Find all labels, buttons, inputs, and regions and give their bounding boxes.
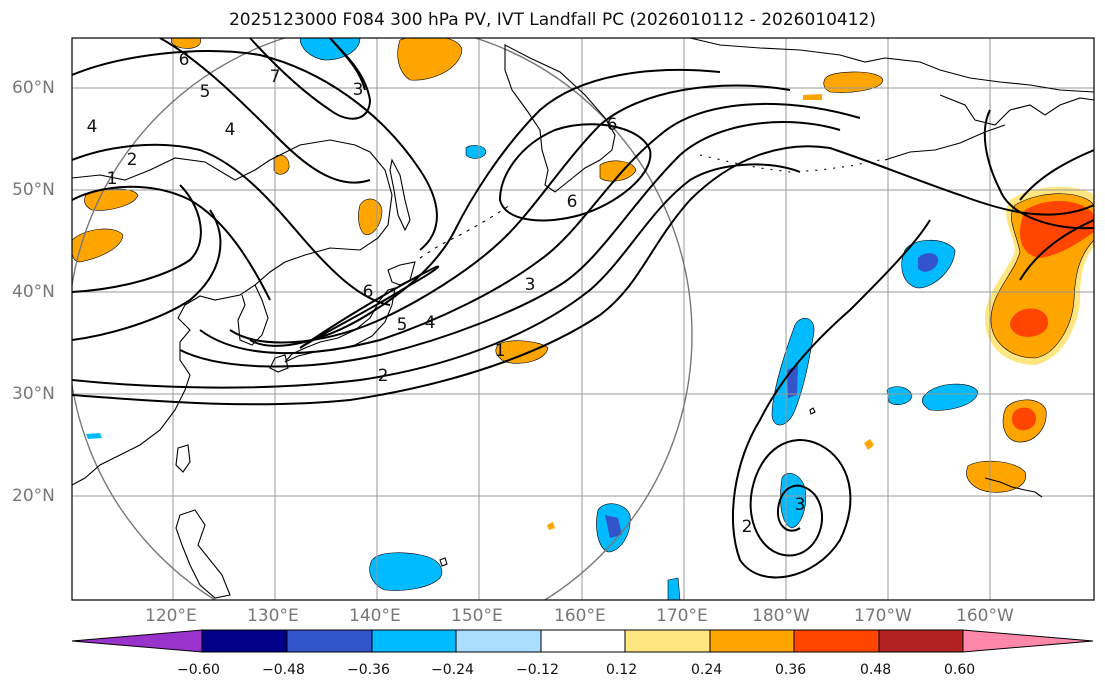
contour-label: 1: [495, 341, 506, 361]
contour-label: 2: [127, 150, 138, 170]
contour-label: 3: [353, 80, 364, 100]
colorbar-bin: [624, 629, 711, 653]
colorbar-tick-label: −0.12: [516, 662, 559, 678]
lon-label: 130°E: [247, 606, 299, 626]
positive-shading: [72, 38, 1094, 530]
colorbar-tick-label: 0.24: [691, 662, 723, 678]
colorbar: [71, 629, 1094, 653]
contour-label: 2: [742, 517, 753, 537]
lat-label: 40°N: [12, 282, 55, 302]
contour-label: 6: [363, 282, 374, 302]
colorbar-extend-high: [962, 629, 1094, 653]
landfall-radius-circle: [72, 38, 693, 600]
contour-label: 4: [225, 120, 236, 140]
lon-label: 170°E: [656, 606, 708, 626]
colorbar-bin: [286, 629, 373, 653]
lon-label: 120°E: [145, 606, 197, 626]
contour-label: 5: [200, 82, 211, 102]
colorbar-bin: [455, 629, 542, 653]
colorbar-extend-low: [71, 629, 203, 653]
contour-label: 6: [567, 192, 578, 212]
contour-label: 3: [795, 495, 806, 515]
lat-label: 20°N: [12, 486, 55, 506]
contour-label: 6: [607, 115, 618, 135]
colorbar-bin: [709, 629, 795, 653]
colorbar-bin: [371, 629, 457, 653]
contour-label: 5: [397, 315, 408, 335]
map-title: 2025123000 F084 300 hPa PV, IVT Landfall…: [228, 10, 876, 30]
lat-label: 60°N: [12, 78, 55, 98]
lon-label: 160°W: [956, 606, 1014, 626]
contour-label: 1: [107, 169, 118, 189]
lat-label: 30°N: [12, 384, 55, 404]
colorbar-bin: [540, 629, 626, 653]
colorbar-tick-label: −0.48: [262, 662, 305, 678]
colorbar-tick-label: −0.36: [347, 662, 390, 678]
colorbar-bin: [793, 629, 880, 653]
lat-label: 50°N: [12, 180, 55, 200]
lon-label: 180°W: [752, 606, 810, 626]
contour-label: 2: [378, 366, 389, 386]
colorbar-tick-label: 0.12: [606, 662, 638, 678]
colorbar-tick-label: 0.48: [860, 662, 892, 678]
graticule: [72, 38, 1094, 600]
negative-shading: [86, 38, 979, 600]
colorbar-tick-label: −0.60: [177, 662, 220, 678]
ivt-contours: [72, 38, 1094, 579]
contour-label: 4: [87, 117, 98, 137]
colorbar-tick-label: −0.24: [431, 662, 474, 678]
colorbar-bin: [878, 629, 964, 653]
contour-label-group: 6 7 5 3 4 2 1 4 6 6 6 5 4 3 2 1 2 3: [87, 50, 806, 537]
colorbar-bin: [201, 629, 288, 653]
lon-label: 170°W: [854, 606, 912, 626]
coastlines: [72, 38, 1094, 599]
lon-label: 150°E: [451, 606, 503, 626]
map-frame: [71, 37, 1095, 601]
lon-label: 140°E: [349, 606, 401, 626]
contour-label: 4: [425, 313, 436, 333]
contour-label: 7: [270, 67, 281, 87]
contour-label: 6: [179, 50, 190, 70]
colorbar-tick-label: 0.36: [775, 662, 807, 678]
colorbar-tick-label: 0.60: [944, 662, 976, 678]
contour-label: 3: [525, 275, 536, 295]
lon-label: 160°E: [554, 606, 606, 626]
